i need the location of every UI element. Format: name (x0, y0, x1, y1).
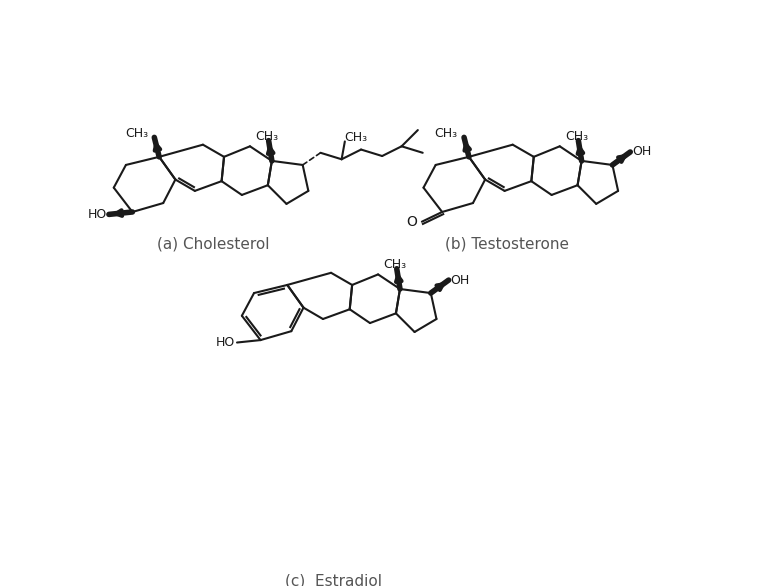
Text: CH₃: CH₃ (565, 130, 588, 143)
Text: CH₃: CH₃ (435, 127, 458, 140)
Text: CH₃: CH₃ (384, 258, 407, 271)
Text: HO: HO (216, 336, 235, 349)
Text: (c)  Estradiol: (c) Estradiol (285, 574, 382, 586)
Text: (b) Testosterone: (b) Testosterone (445, 237, 569, 252)
Text: HO: HO (88, 208, 107, 221)
Text: CH₃: CH₃ (125, 127, 148, 140)
Text: CH₃: CH₃ (255, 130, 279, 143)
Text: OH: OH (450, 274, 469, 287)
Text: O: O (407, 214, 418, 229)
Text: (a) Cholesterol: (a) Cholesterol (157, 237, 269, 252)
Text: CH₃: CH₃ (344, 131, 368, 144)
Text: OH: OH (632, 145, 651, 158)
